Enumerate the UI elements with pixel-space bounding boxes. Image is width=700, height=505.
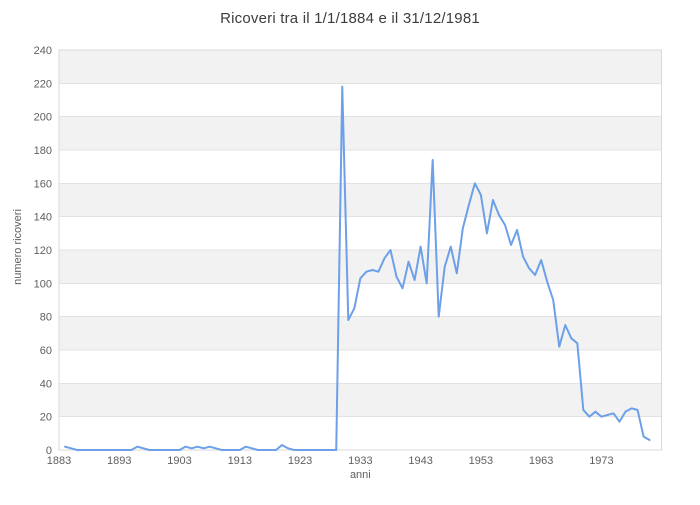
x-tick-label: 1883	[47, 455, 71, 467]
y-tick-label: 0	[46, 445, 52, 457]
x-tick-label: 1943	[408, 455, 432, 467]
y-tick-label: 80	[40, 312, 52, 324]
x-tick-label: 1923	[288, 455, 312, 467]
y-tick-label: 240	[34, 45, 52, 57]
plot-band	[59, 383, 662, 417]
y-tick-label: 100	[34, 278, 52, 290]
y-tick-label: 200	[34, 112, 52, 124]
plot-band	[59, 183, 662, 217]
plot-band	[59, 283, 662, 317]
plot-band	[59, 316, 662, 350]
plot-band	[59, 216, 662, 250]
plot-border	[58, 49, 663, 451]
plot-band	[59, 416, 662, 450]
x-tick-label: 1913	[228, 455, 252, 467]
y-tick-label: 140	[34, 212, 52, 224]
x-tick-label: 1893	[107, 455, 131, 467]
x-tick-label: 1973	[589, 455, 613, 467]
y-tick-label: 60	[40, 345, 52, 357]
x-tick-label: 1953	[469, 455, 493, 467]
y-tick-label: 160	[34, 178, 52, 190]
plot-band	[59, 83, 662, 117]
x-axis-title: anni	[350, 469, 371, 481]
y-tick-label: 220	[34, 78, 52, 90]
chart-title: Ricoveri tra il 1/1/1884 e il 31/12/1981	[220, 10, 480, 27]
y-axis-title: numero ricoveri	[12, 209, 24, 285]
plot-band	[59, 116, 662, 150]
x-tick-label: 1933	[348, 455, 372, 467]
y-tick-label: 180	[34, 145, 52, 157]
x-tick-label: 1963	[529, 455, 553, 467]
x-tick-label: 1903	[167, 455, 191, 467]
y-tick-label: 20	[40, 412, 52, 424]
data-line-ricoveri	[64, 85, 651, 451]
plot-band	[59, 150, 662, 184]
y-tick-label: 120	[34, 245, 52, 257]
y-tick-label: 40	[40, 378, 52, 390]
plot-band	[59, 350, 662, 384]
plot-band	[59, 50, 662, 84]
